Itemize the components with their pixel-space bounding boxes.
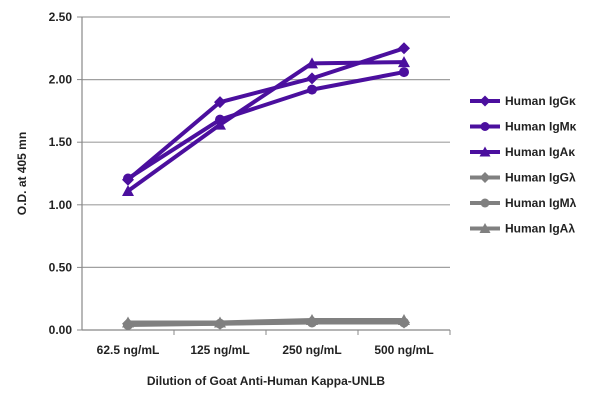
legend-label: Human IgGκ — [505, 94, 576, 108]
x-tick-label: 250 ng/mL — [282, 343, 341, 357]
data-point — [306, 313, 318, 325]
series-line — [126, 70, 405, 181]
data-point — [306, 72, 318, 85]
data-point — [398, 56, 410, 68]
data-point — [307, 84, 317, 95]
y-tick-label: 0.00 — [49, 323, 73, 337]
legend-marker — [479, 95, 491, 107]
legend-marker — [480, 198, 490, 208]
legend-label: Human IgAλ — [505, 222, 575, 236]
legend-label: Human IgMκ — [505, 120, 577, 134]
data-point — [306, 57, 318, 69]
y-tick-label: 1.50 — [49, 135, 73, 149]
data-point — [123, 173, 133, 184]
y-tick-label: 1.00 — [49, 198, 73, 212]
legend-label: Human IgGλ — [505, 171, 576, 185]
y-tick-label: 2.00 — [49, 73, 73, 87]
series-line — [128, 317, 404, 325]
data-point — [214, 316, 226, 328]
data-point — [122, 185, 134, 197]
x-tick-label: 62.5 ng/mL — [97, 343, 160, 357]
legend-marker — [479, 172, 491, 183]
data-point — [214, 118, 226, 130]
y-axis-label: O.D. at 405 mn — [15, 132, 29, 215]
data-point — [398, 42, 410, 55]
y-tick-label: 0.50 — [49, 260, 73, 274]
legend-marker — [479, 146, 491, 157]
x-tick-label: 500 ng/mL — [374, 343, 433, 357]
y-tick-label: 2.50 — [49, 10, 73, 24]
legend-marker — [479, 223, 491, 233]
data-point — [399, 67, 409, 78]
series-line — [126, 60, 405, 193]
legend-marker — [480, 122, 490, 131]
x-axis-label: Dilution of Goat Anti-Human Kappa-UNLB — [147, 374, 386, 388]
legend-label: Human IgAκ — [505, 145, 575, 159]
data-point — [122, 316, 134, 328]
legend-label: Human IgMλ — [505, 196, 577, 210]
x-tick-label: 125 ng/mL — [190, 343, 249, 357]
data-point — [398, 313, 410, 325]
data-point — [214, 96, 226, 109]
